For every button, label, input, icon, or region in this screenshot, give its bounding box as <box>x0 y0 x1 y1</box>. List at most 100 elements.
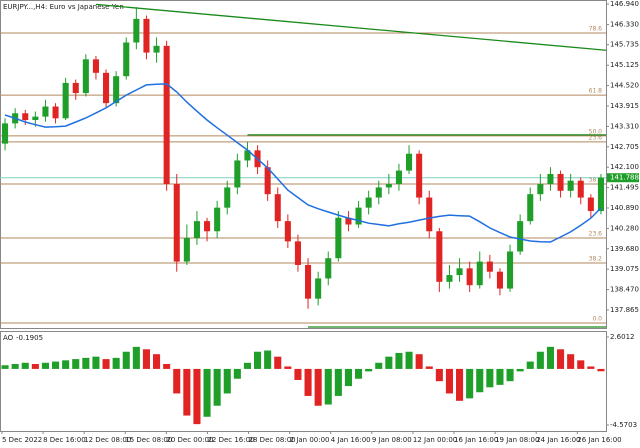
candle-body <box>153 45 160 53</box>
fib-label: 50.0 <box>589 128 603 135</box>
indicator-bar <box>304 368 312 396</box>
candle-body <box>315 278 322 299</box>
candle-body <box>476 261 483 286</box>
indicator-bar <box>122 351 130 369</box>
candle-body <box>496 271 503 289</box>
indicator-bar <box>506 368 514 382</box>
indicator-bar <box>183 368 191 416</box>
indicator-bar <box>567 354 575 369</box>
indicator-tick-label: -4.5703 <box>610 421 637 429</box>
indicator-bar <box>31 364 39 369</box>
indicator-bar <box>496 368 504 385</box>
candle-body <box>113 76 120 104</box>
fib-label: 23.6 <box>589 230 603 237</box>
indicator-bar <box>405 351 413 369</box>
indicator-bar <box>223 368 231 394</box>
candle-body <box>355 207 362 225</box>
indicator-bar <box>456 368 464 401</box>
candle-body <box>557 173 564 191</box>
y-tick-label: 142.705 <box>610 143 639 151</box>
x-tick-label: 8 Dec 16:00 <box>43 436 86 444</box>
candle-body <box>274 194 281 222</box>
candle-body <box>486 261 493 272</box>
price-tag <box>607 173 639 183</box>
x-tick-label: 24 Jan 16:00 <box>536 436 580 444</box>
x-tick-label: 22 Dec 16:00 <box>207 436 254 444</box>
candle-body <box>123 42 130 77</box>
indicator-bar <box>466 368 474 399</box>
candle-body <box>385 184 392 188</box>
price-panel <box>0 0 607 329</box>
indicator-bar <box>415 354 423 369</box>
indicator-bar <box>41 362 49 369</box>
indicator-bar <box>82 357 90 369</box>
indicator-bar <box>557 349 565 369</box>
indicator-bar <box>587 366 595 369</box>
candle-body <box>163 45 170 185</box>
x-tick-label: 9 Jan 08:00 <box>372 436 412 444</box>
x-tick-label: 19 Jan 08:00 <box>495 436 539 444</box>
indicator-bar <box>142 349 150 369</box>
indicator-bar <box>62 360 70 369</box>
candle-body <box>395 170 402 185</box>
candle-body <box>244 150 251 161</box>
candle-body <box>537 184 544 195</box>
x-tick-label: 20 Dec 00:00 <box>166 436 213 444</box>
candle-body <box>406 153 413 171</box>
candle-body <box>183 237 190 262</box>
candle-body <box>345 217 352 225</box>
candle-body <box>365 197 372 208</box>
indicator-bar <box>395 352 403 369</box>
indicator-bar <box>546 346 554 369</box>
fib-label: 23.6 <box>589 134 603 141</box>
trendline <box>95 3 607 51</box>
fib-label: 38.2 <box>589 255 603 262</box>
candle-body <box>325 258 332 279</box>
indicator-bar <box>355 368 363 379</box>
candle-body <box>335 217 342 259</box>
candle-body <box>72 82 79 94</box>
y-tick-label: 143.310 <box>610 122 639 130</box>
indicator-bar <box>11 364 19 369</box>
fib-label: 78.6 <box>589 26 603 33</box>
indicator-bar <box>344 368 352 387</box>
indicator-bar <box>536 351 544 369</box>
y-tick-label: 140.280 <box>610 225 639 233</box>
indicator-bar <box>526 361 534 369</box>
candle-body <box>375 187 382 198</box>
indicator-bar <box>21 362 29 369</box>
indicator-bar <box>577 360 585 369</box>
candle-body <box>426 197 433 232</box>
y-tick-label: 145.735 <box>610 41 639 49</box>
indicator-bar <box>284 366 292 369</box>
x-tick-label: 12 Jan 00:00 <box>413 436 457 444</box>
indicator-bar <box>445 368 453 394</box>
y-tick-label: 140.890 <box>610 204 639 212</box>
y-tick-label: 145.125 <box>610 61 639 69</box>
candle-body <box>284 221 291 242</box>
price-tag-label: 141.788 <box>610 174 639 182</box>
candle-body <box>587 197 594 212</box>
indicator-bar <box>274 356 282 369</box>
indicator-value: -0.1905 <box>16 334 43 342</box>
x-tick-label: 2 Jan 00:00 <box>290 436 330 444</box>
indicator-bar <box>1 365 9 369</box>
y-tick-label: 139.075 <box>610 265 639 273</box>
candle-body <box>466 268 473 286</box>
chart-title: EURJPY...,H4: Euro vs Japanese Yen <box>3 3 124 11</box>
indicator-bar <box>334 368 342 396</box>
candle-body <box>577 180 584 198</box>
x-tick-label: 4 Jan 16:00 <box>331 436 371 444</box>
indicator-panel <box>0 331 607 432</box>
indicator-bar <box>132 346 140 369</box>
indicator-bar <box>72 359 80 369</box>
candle-body <box>193 221 200 238</box>
indicator-bar <box>435 368 443 382</box>
candle-body <box>264 167 271 195</box>
y-tick-label: 141.495 <box>610 184 639 192</box>
indicator-bar <box>102 359 110 369</box>
candle-body <box>234 160 241 188</box>
y-tick-label: 146.330 <box>610 21 639 29</box>
candle-body <box>446 275 453 282</box>
candle-body <box>32 116 39 121</box>
